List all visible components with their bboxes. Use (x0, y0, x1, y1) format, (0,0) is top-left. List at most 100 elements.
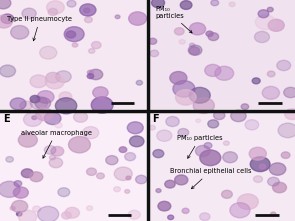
Circle shape (193, 98, 214, 114)
Circle shape (188, 45, 202, 55)
Circle shape (91, 97, 113, 113)
Bar (149, 0, 295, 109)
Circle shape (17, 212, 22, 216)
Text: Bronchial epithelial cells: Bronchial epithelial cells (170, 168, 251, 189)
Circle shape (175, 175, 188, 185)
Circle shape (208, 33, 219, 41)
Circle shape (67, 0, 76, 7)
Circle shape (129, 12, 147, 25)
Circle shape (268, 19, 284, 31)
Circle shape (96, 173, 104, 179)
Circle shape (214, 111, 225, 120)
Circle shape (196, 119, 201, 123)
Circle shape (40, 46, 57, 59)
Circle shape (255, 31, 269, 43)
Circle shape (93, 87, 108, 98)
Circle shape (119, 147, 127, 152)
Circle shape (87, 74, 94, 79)
Circle shape (189, 23, 206, 35)
Circle shape (195, 145, 210, 156)
Circle shape (229, 2, 235, 7)
Circle shape (176, 90, 196, 105)
Circle shape (125, 152, 136, 161)
Circle shape (237, 194, 258, 210)
Circle shape (189, 47, 200, 55)
Circle shape (18, 210, 37, 221)
Circle shape (68, 137, 90, 153)
Circle shape (0, 15, 12, 28)
Circle shape (38, 206, 59, 221)
Circle shape (14, 181, 22, 187)
Circle shape (250, 157, 270, 171)
Circle shape (55, 122, 62, 128)
Circle shape (6, 156, 13, 162)
Circle shape (230, 203, 250, 218)
Circle shape (48, 8, 58, 15)
Circle shape (51, 147, 64, 156)
Circle shape (252, 78, 260, 84)
Circle shape (200, 150, 221, 166)
Circle shape (11, 25, 29, 39)
Circle shape (136, 175, 147, 184)
Circle shape (86, 168, 96, 175)
Circle shape (170, 72, 187, 84)
Circle shape (0, 65, 16, 77)
Circle shape (166, 116, 179, 127)
Circle shape (157, 130, 172, 141)
Circle shape (178, 128, 189, 137)
Circle shape (73, 112, 88, 122)
Circle shape (64, 27, 84, 42)
Circle shape (241, 104, 249, 109)
Circle shape (44, 146, 56, 154)
Circle shape (150, 50, 159, 57)
Circle shape (189, 87, 210, 103)
Circle shape (72, 43, 78, 47)
Circle shape (127, 122, 143, 134)
Circle shape (30, 75, 47, 88)
Circle shape (149, 125, 155, 130)
Circle shape (50, 155, 55, 160)
Circle shape (65, 207, 79, 218)
Circle shape (58, 188, 70, 197)
Circle shape (165, 180, 175, 188)
Circle shape (285, 109, 295, 120)
Circle shape (56, 71, 71, 82)
Circle shape (32, 206, 40, 212)
Circle shape (259, 164, 266, 169)
Circle shape (152, 0, 165, 8)
Circle shape (55, 98, 77, 114)
Circle shape (126, 176, 131, 180)
Circle shape (1, 14, 14, 23)
Circle shape (128, 210, 140, 219)
Circle shape (37, 91, 54, 103)
Circle shape (10, 98, 26, 110)
Circle shape (62, 212, 71, 219)
Text: Type II pneumocyte: Type II pneumocyte (7, 16, 72, 41)
Circle shape (80, 4, 96, 16)
Circle shape (136, 80, 142, 85)
Circle shape (24, 112, 42, 126)
Circle shape (88, 49, 95, 53)
Circle shape (10, 206, 15, 210)
Circle shape (114, 187, 120, 192)
Circle shape (45, 75, 64, 89)
Circle shape (245, 120, 259, 130)
Circle shape (130, 136, 144, 147)
Bar (0, 0, 146, 109)
Circle shape (281, 152, 290, 158)
Circle shape (13, 187, 28, 198)
Circle shape (215, 66, 234, 80)
Circle shape (271, 212, 276, 216)
Circle shape (200, 213, 210, 221)
Circle shape (49, 158, 63, 168)
Circle shape (267, 7, 273, 12)
Circle shape (284, 87, 295, 98)
Circle shape (114, 167, 132, 181)
Circle shape (83, 8, 90, 13)
Text: PM₁₀ particles: PM₁₀ particles (177, 135, 223, 158)
Circle shape (66, 31, 76, 38)
Circle shape (85, 17, 92, 23)
Circle shape (83, 127, 99, 139)
Circle shape (174, 28, 184, 35)
Circle shape (106, 156, 118, 165)
